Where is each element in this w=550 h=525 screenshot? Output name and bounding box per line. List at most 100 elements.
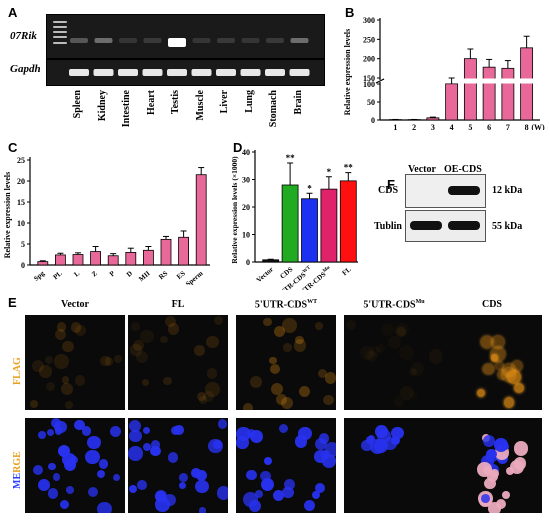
cell-blob bbox=[409, 367, 418, 376]
x-tick-label: 2 bbox=[412, 123, 416, 130]
cell-blob bbox=[284, 478, 295, 490]
y-tick-label: 5 bbox=[21, 240, 25, 249]
x-tick-label: L bbox=[73, 269, 82, 278]
bar bbox=[426, 117, 440, 121]
gel-gene bbox=[46, 14, 325, 59]
cell-blob bbox=[88, 486, 99, 498]
cell-blob bbox=[263, 317, 272, 327]
gapdh-band bbox=[265, 69, 285, 76]
cell-blob bbox=[131, 322, 140, 331]
cell-blob bbox=[376, 344, 385, 353]
cell-blob bbox=[129, 429, 142, 443]
cell-blob bbox=[279, 423, 289, 433]
x-tick-label: Sperm bbox=[184, 269, 204, 285]
cell-blob bbox=[494, 437, 509, 452]
cell-blob bbox=[507, 369, 521, 384]
cell-blob bbox=[132, 340, 144, 352]
bar bbox=[281, 184, 299, 263]
column-title: 5'UTR-CDSMu bbox=[363, 299, 425, 311]
chart-c: 0 5 10 15 20 25 Relative expression levels Spg P… bbox=[3, 156, 210, 285]
gapdh-band bbox=[191, 69, 212, 76]
cell-blob bbox=[317, 368, 328, 379]
x-tick-label: 6 bbox=[487, 123, 491, 130]
cell-blob bbox=[303, 499, 316, 512]
cell-blob bbox=[477, 388, 486, 398]
column-title: Vector bbox=[61, 299, 89, 310]
cell-blob bbox=[45, 355, 54, 364]
cell-blob bbox=[167, 323, 180, 335]
y-tick-label: 0 bbox=[246, 258, 250, 267]
cell-blob bbox=[33, 464, 44, 475]
cell-blob bbox=[243, 492, 259, 508]
cell-blob bbox=[482, 466, 492, 476]
ladder-band bbox=[53, 26, 67, 28]
cell-blob bbox=[56, 322, 67, 332]
cell-blob bbox=[141, 378, 150, 386]
cell-blob bbox=[135, 351, 148, 364]
cell-blob bbox=[273, 325, 286, 338]
cell-blob bbox=[61, 340, 74, 353]
cell-blob bbox=[31, 359, 45, 373]
significance-mark: * bbox=[307, 183, 312, 193]
cell-blob bbox=[314, 483, 325, 494]
y-tick-label: 15 bbox=[17, 198, 25, 207]
wb-row1-label: CDS bbox=[378, 185, 399, 196]
gene-band bbox=[70, 38, 88, 43]
cell-blob bbox=[128, 446, 143, 461]
row-label-merge-part2: RGE bbox=[12, 451, 23, 473]
y-tick-label: 200 bbox=[363, 55, 375, 64]
bar bbox=[339, 180, 357, 263]
cell-blob bbox=[280, 396, 294, 409]
cell-blob bbox=[47, 428, 55, 437]
y-tick-label: 100 bbox=[363, 80, 375, 89]
cell-blob bbox=[325, 372, 336, 384]
cell-blob bbox=[506, 467, 515, 476]
cell-blob bbox=[492, 336, 505, 348]
x-tick-label: Z bbox=[90, 269, 99, 278]
micrograph-merge bbox=[128, 418, 228, 513]
cell-blob bbox=[236, 436, 249, 449]
cell-blob bbox=[242, 402, 254, 410]
cell-blob bbox=[283, 343, 293, 352]
cell-blob bbox=[196, 470, 208, 482]
ladder-band bbox=[53, 21, 67, 23]
y-tick-label: 10 bbox=[242, 231, 250, 240]
cell-blob bbox=[54, 328, 67, 341]
cell-blob bbox=[59, 499, 70, 509]
gapdh-band bbox=[142, 69, 163, 76]
gene-band bbox=[168, 38, 186, 47]
micrograph-flag bbox=[442, 315, 542, 410]
cell-blob bbox=[282, 318, 297, 333]
cell-blob bbox=[37, 479, 50, 492]
cell-blob bbox=[53, 420, 67, 434]
cell-blob bbox=[150, 446, 161, 457]
bar bbox=[37, 261, 49, 266]
gene-band bbox=[119, 38, 137, 43]
column-title: CDS bbox=[481, 299, 502, 310]
y-tick-label: 50 bbox=[367, 98, 375, 107]
bar bbox=[320, 188, 338, 263]
panel-c-letter: C bbox=[8, 140, 18, 155]
cell-blob bbox=[194, 345, 206, 356]
cell-blob bbox=[167, 452, 179, 463]
x-tick-label: Vector bbox=[255, 265, 275, 284]
y-axis-label: Relative expression levels (×1000) bbox=[230, 156, 239, 264]
cell-blob bbox=[299, 385, 311, 397]
cell-blob bbox=[98, 459, 108, 469]
cell-blob bbox=[70, 322, 82, 333]
gapdh-band bbox=[118, 69, 138, 76]
bar-break-gap bbox=[500, 78, 515, 84]
x-tick-label: PL bbox=[52, 269, 64, 281]
x-tick-label: 5 bbox=[468, 123, 472, 130]
cell-blob bbox=[496, 362, 504, 370]
ladder-band bbox=[53, 36, 67, 38]
cell-blob bbox=[198, 507, 207, 513]
cell-blob bbox=[96, 501, 112, 513]
micrograph-flag bbox=[344, 315, 444, 410]
cell-blob bbox=[140, 329, 154, 344]
x-tick-label: P bbox=[108, 269, 117, 278]
wb-size1: 12 kDa bbox=[492, 185, 523, 196]
cell-blob bbox=[163, 376, 173, 386]
y-tick-label: 20 bbox=[242, 203, 250, 212]
